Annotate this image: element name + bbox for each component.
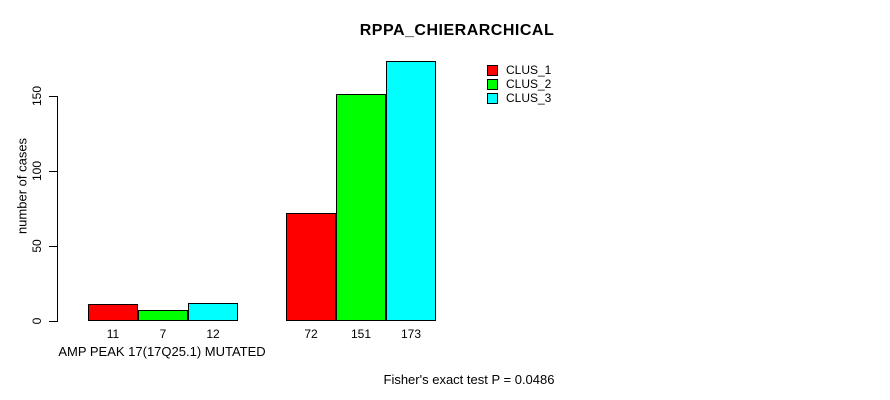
y-tick (49, 171, 57, 172)
bar-value-label: 7 (159, 327, 167, 341)
y-axis-line (57, 96, 58, 322)
bar-value-label: 173 (400, 327, 422, 341)
y-tick (49, 321, 57, 322)
y-axis-label: number of cases (14, 137, 30, 235)
legend-color-swatch (487, 78, 498, 90)
bar-clus_3 (386, 61, 436, 321)
bar-clus_2 (138, 310, 188, 321)
legend-item: CLUS_1 (487, 63, 551, 77)
bar-value-label: 11 (106, 327, 120, 341)
bar-clus_1 (286, 213, 336, 321)
y-tick-label: 100 (30, 160, 44, 182)
legend: CLUS_1 CLUS_2 CLUS_3 (487, 63, 551, 105)
legend-label: CLUS_3 (506, 91, 552, 105)
y-tick-label: 0 (30, 317, 44, 325)
legend-item: CLUS_2 (487, 77, 551, 91)
legend-label: CLUS_1 (506, 63, 552, 77)
bar-value-label: 72 (304, 327, 318, 341)
x-axis-group-label: AMP PEAK 17(17Q25.1) MUTATED (58, 344, 266, 359)
legend-color-swatch (487, 92, 498, 104)
bar-clus_1 (88, 304, 138, 321)
bar-clus_3 (188, 303, 238, 321)
legend-item: CLUS_3 (487, 91, 551, 105)
y-tick-label: 50 (30, 239, 44, 253)
stat-annotation: Fisher's exact test P = 0.0486 (383, 372, 555, 387)
y-tick (49, 246, 57, 247)
y-tick-label: 150 (30, 85, 44, 107)
legend-label: CLUS_2 (506, 77, 552, 91)
bar-clus_2 (336, 94, 386, 321)
bar-value-label: 12 (206, 327, 220, 341)
bar-value-label: 151 (350, 327, 372, 341)
legend-color-swatch (487, 64, 498, 76)
chart-title: RPPA_CHIERARCHICAL (359, 22, 555, 39)
y-tick (49, 96, 57, 97)
